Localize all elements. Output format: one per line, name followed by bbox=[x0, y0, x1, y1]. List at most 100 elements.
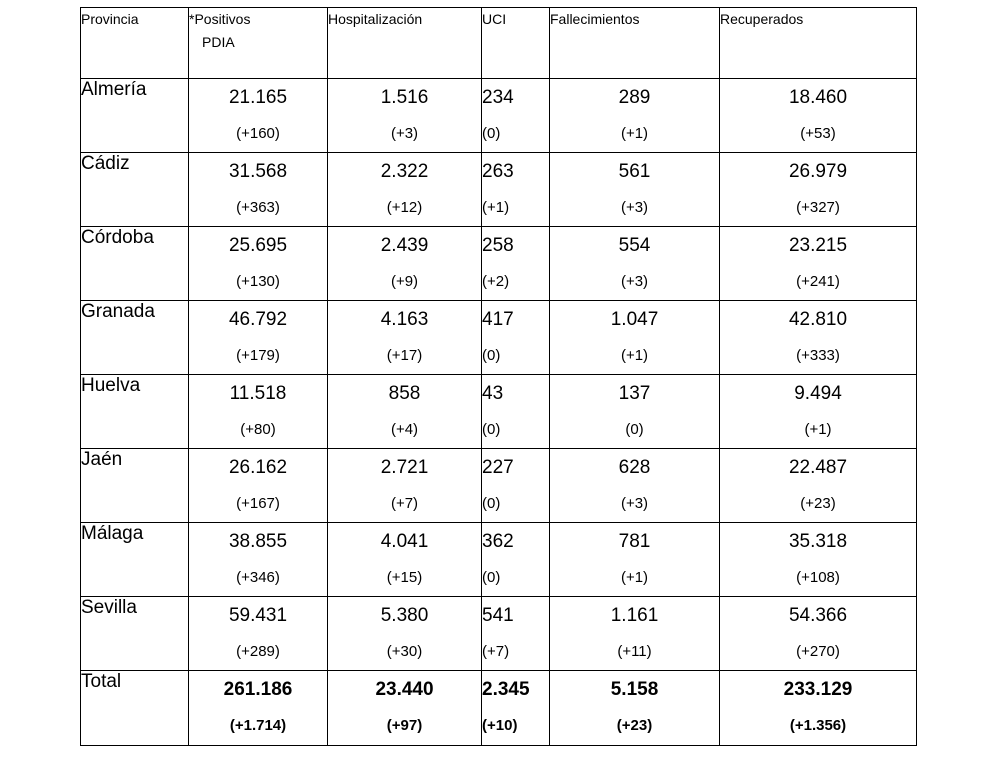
uci-value: 43 bbox=[482, 383, 504, 404]
table-row: Granada 46.792 (+179) 4.163 (+17) 417 (0) 1.047… bbox=[80, 300, 917, 375]
table-row: Sevilla 59.431 (+289) 5.380 (+30) 541 (+7) 1.16… bbox=[80, 596, 917, 671]
uci-cell: 263 (+1) bbox=[481, 152, 550, 227]
recuperados-delta: (+23) bbox=[800, 495, 836, 512]
uci-value: 417 bbox=[482, 309, 514, 330]
column-header-recuperados: Recuperados bbox=[719, 7, 917, 79]
recuperados-delta: (+1.356) bbox=[789, 717, 847, 734]
recuperados-value: 18.460 bbox=[788, 87, 848, 108]
hospitalizacion-value: 4.163 bbox=[380, 309, 429, 330]
recuperados-value: 26.979 bbox=[788, 161, 848, 182]
recuperados-delta: (+327) bbox=[796, 199, 840, 216]
province-name: Jaén bbox=[80, 448, 189, 523]
positivos-delta: (+1.714) bbox=[229, 717, 287, 734]
positivos-value: 21.165 bbox=[228, 87, 288, 108]
province-name: Málaga bbox=[80, 522, 189, 597]
positivos-value: 26.162 bbox=[228, 457, 288, 478]
fallecimientos-delta: (+3) bbox=[620, 495, 649, 512]
recuperados-delta: (+108) bbox=[796, 569, 840, 586]
fallecimientos-value: 628 bbox=[618, 457, 651, 478]
hospitalizacion-value: 5.380 bbox=[380, 605, 429, 626]
recuperados-delta: (+1) bbox=[804, 421, 832, 438]
fallecimientos-delta: (+3) bbox=[620, 199, 649, 216]
recuperados-cell: 9.494 (+1) bbox=[719, 374, 917, 449]
column-header-positivos: *Positivos PDIA bbox=[188, 7, 328, 79]
uci-value: 263 bbox=[482, 161, 514, 182]
fallecimientos-cell: 289 (+1) bbox=[549, 78, 720, 153]
positivos-value: 11.518 bbox=[229, 383, 287, 404]
uci-cell: 258 (+2) bbox=[481, 226, 550, 301]
positivos-value: 38.855 bbox=[228, 531, 288, 552]
hospitalizacion-delta: (+3) bbox=[390, 125, 419, 142]
fallecimientos-delta: (+11) bbox=[617, 643, 652, 660]
hospitalizacion-delta: (+9) bbox=[390, 273, 419, 290]
hospitalizacion-cell: 5.380 (+30) bbox=[327, 596, 482, 671]
fallecimientos-delta: (+1) bbox=[620, 347, 649, 364]
hospitalizacion-cell: 1.516 (+3) bbox=[327, 78, 482, 153]
positivos-value: 261.186 bbox=[223, 679, 293, 700]
table-row: Jaén 26.162 (+167) 2.721 (+7) 227 (0) 628 (+3) 22… bbox=[80, 448, 917, 523]
hospitalizacion-delta: (+4) bbox=[390, 421, 419, 438]
hospitalizacion-cell: 858 (+4) bbox=[327, 374, 482, 449]
hospitalizacion-value: 2.721 bbox=[380, 457, 429, 478]
province-name: Granada bbox=[80, 300, 189, 375]
positivos-delta: (+289) bbox=[236, 643, 280, 660]
province-name: Total bbox=[80, 670, 189, 746]
hospitalizacion-delta: (+12) bbox=[386, 199, 423, 216]
recuperados-value: 22.487 bbox=[788, 457, 848, 478]
fallecimientos-cell: 5.158 (+23) bbox=[549, 670, 720, 746]
fallecimientos-value: 1.047 bbox=[610, 309, 659, 330]
hospitalizacion-value: 2.322 bbox=[380, 161, 429, 182]
recuperados-delta: (+333) bbox=[796, 347, 840, 364]
total-row: Total 261.186 (+1.714) 23.440 (+97) 2.345 (+10… bbox=[80, 670, 917, 746]
hospitalizacion-cell: 23.440 (+97) bbox=[327, 670, 482, 746]
uci-delta: (0) bbox=[482, 569, 501, 586]
positivos-delta: (+167) bbox=[236, 495, 280, 512]
fallecimientos-delta: (+1) bbox=[620, 569, 649, 586]
positivos-value: 59.431 bbox=[228, 605, 288, 626]
uci-cell: 43 (0) bbox=[481, 374, 550, 449]
positivos-cell: 38.855 (+346) bbox=[188, 522, 328, 597]
uci-value: 2.345 bbox=[482, 679, 530, 700]
positivos-value: 31.568 bbox=[228, 161, 288, 182]
column-header-uci: UCI bbox=[481, 7, 550, 79]
positivos-delta: (+80) bbox=[240, 421, 276, 438]
recuperados-cell: 35.318 (+108) bbox=[719, 522, 917, 597]
fallecimientos-delta: (+1) bbox=[620, 125, 649, 142]
fallecimientos-value: 561 bbox=[618, 161, 651, 182]
hospitalizacion-cell: 4.041 (+15) bbox=[327, 522, 482, 597]
hospitalizacion-cell: 4.163 (+17) bbox=[327, 300, 482, 375]
uci-delta: (+1) bbox=[482, 199, 510, 216]
fallecimientos-value: 554 bbox=[618, 235, 651, 256]
uci-delta: (+7) bbox=[482, 643, 510, 660]
hospitalizacion-delta: (+30) bbox=[386, 643, 423, 660]
province-name: Sevilla bbox=[80, 596, 189, 671]
uci-cell: 362 (0) bbox=[481, 522, 550, 597]
column-header-positivos-line2: PDIA bbox=[202, 34, 235, 50]
province-name: Cádiz bbox=[80, 152, 189, 227]
uci-cell: 541 (+7) bbox=[481, 596, 550, 671]
fallecimientos-cell: 781 (+1) bbox=[549, 522, 720, 597]
recuperados-cell: 26.979 (+327) bbox=[719, 152, 917, 227]
recuperados-cell: 233.129 (+1.356) bbox=[719, 670, 917, 746]
column-header-hospitalizacion: Hospitalización bbox=[327, 7, 482, 79]
fallecimientos-value: 289 bbox=[618, 87, 651, 108]
table-row: Málaga 38.855 (+346) 4.041 (+15) 362 (0) 781 (+1… bbox=[80, 522, 917, 597]
uci-delta: (0) bbox=[482, 421, 501, 438]
hospitalizacion-value: 1.516 bbox=[380, 87, 429, 108]
column-header-provincia: Provincia bbox=[80, 7, 189, 79]
fallecimientos-cell: 137 (0) bbox=[549, 374, 720, 449]
hospitalizacion-cell: 2.721 (+7) bbox=[327, 448, 482, 523]
fallecimientos-cell: 1.047 (+1) bbox=[549, 300, 720, 375]
fallecimientos-cell: 628 (+3) bbox=[549, 448, 720, 523]
hospitalizacion-delta: (+7) bbox=[390, 495, 419, 512]
uci-delta: (+10) bbox=[482, 717, 518, 734]
positivos-cell: 59.431 (+289) bbox=[188, 596, 328, 671]
province-name: Córdoba bbox=[80, 226, 189, 301]
positivos-delta: (+363) bbox=[236, 199, 280, 216]
recuperados-value: 233.129 bbox=[783, 679, 853, 700]
hospitalizacion-cell: 2.322 (+12) bbox=[327, 152, 482, 227]
positivos-value: 25.695 bbox=[228, 235, 288, 256]
positivos-cell: 11.518 (+80) bbox=[188, 374, 328, 449]
province-name: Almería bbox=[80, 78, 189, 153]
hospitalizacion-delta: (+97) bbox=[386, 717, 423, 734]
